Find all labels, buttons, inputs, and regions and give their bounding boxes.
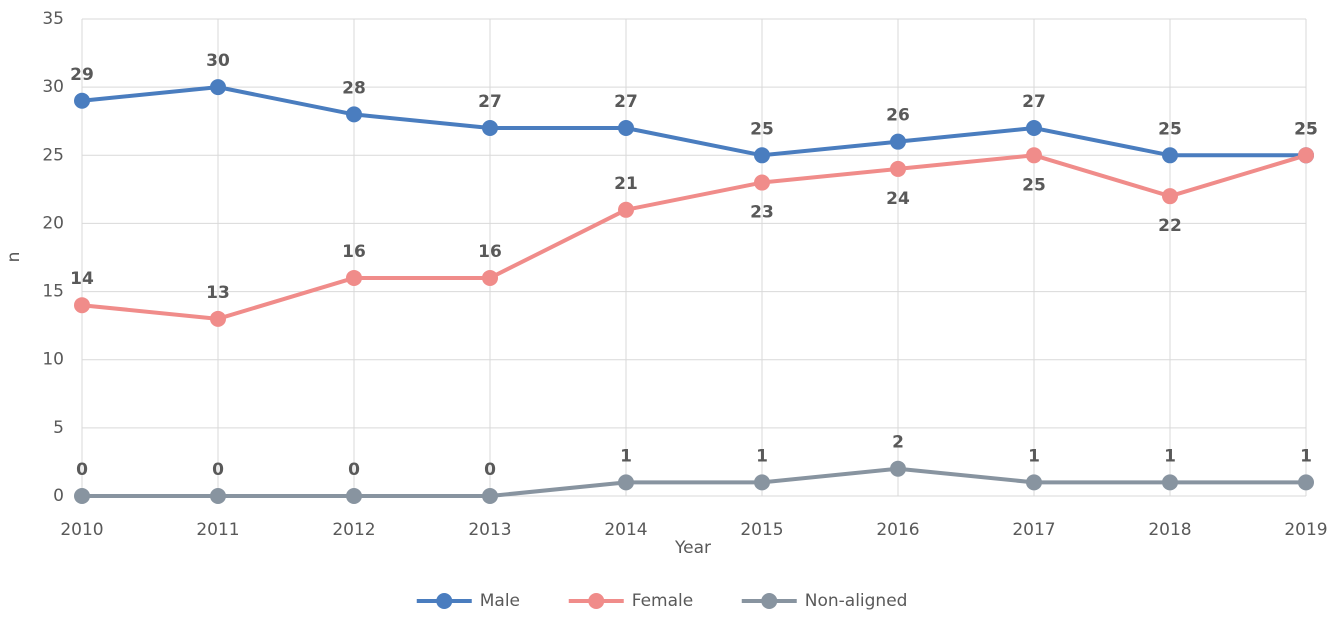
series-point [890,460,906,477]
data-label: 22 [1158,216,1182,236]
x-tick-label: 2010 [60,520,103,540]
y-tick-label: 10 [42,350,64,370]
legend-swatch-marker [588,593,605,609]
data-label: 26 [886,106,910,126]
data-label: 2 [892,433,904,453]
x-tick-label: 2011 [196,520,239,540]
series-point [618,201,634,218]
data-label: 30 [206,51,230,71]
x-tick-label: 2017 [1012,520,1055,540]
series-point [1026,147,1042,164]
legend-swatch-marker [761,593,778,609]
data-label: 25 [750,119,774,139]
y-tick-label: 5 [53,418,64,438]
data-label: 24 [886,189,910,209]
legend-item: Non-aligned [741,591,908,611]
series-point [346,106,362,123]
data-label: 13 [206,283,230,303]
y-tick-label: 30 [42,77,64,97]
data-label: 27 [478,92,502,112]
data-label: 14 [70,269,94,289]
series-point [346,488,362,504]
x-tick-label: 2014 [604,520,647,540]
legend-label: Male [480,591,520,611]
legend-item: Female [568,591,693,611]
x-tick-label: 2015 [740,520,783,540]
series-point [210,488,226,504]
y-tick-label: 25 [42,145,64,165]
data-label: 23 [750,203,774,223]
series-line [81,153,1307,321]
data-label: 25 [1294,119,1318,139]
series-point [482,120,498,137]
y-tick-label: 20 [42,213,64,233]
series-point [1298,147,1314,164]
series-point [754,147,770,164]
data-label: 25 [1022,175,1046,195]
x-axis-label: Year [674,538,711,558]
data-label: 29 [70,65,94,85]
legend-label: Non-aligned [805,591,908,611]
x-tick-label: 2013 [468,520,511,540]
series-point [618,120,634,137]
data-label: 25 [1158,119,1182,139]
series-point [1026,474,1042,491]
legend-swatch-marker [436,593,453,609]
data-label: 1 [756,446,768,466]
y-tick-label: 15 [42,282,64,302]
y-axis-label: n [4,252,24,263]
series-point [890,133,906,150]
series-point [74,92,90,109]
series-point [74,297,90,314]
data-label: 1 [1300,446,1312,466]
series-point [482,488,498,504]
data-label: 25 [1294,119,1318,139]
series-point [1162,474,1178,491]
data-label: 1 [620,446,632,466]
data-label: 0 [76,460,88,480]
series-point [754,174,770,191]
series-point [1298,474,1314,491]
legend-label: Female [632,591,693,611]
series-point [74,488,90,504]
data-label: 0 [212,460,224,480]
series-line [82,466,1306,498]
data-label: 16 [478,242,502,262]
data-label: 0 [484,460,496,480]
series-point [890,160,906,177]
series-point [1162,188,1178,205]
data-label: 1 [1164,446,1176,466]
series-point [482,269,498,286]
x-tick-label: 2018 [1148,520,1191,540]
legend-item: Male [416,591,520,611]
x-tick-label: 2016 [876,520,919,540]
data-label: 27 [1022,92,1046,112]
data-label: 1 [1028,446,1040,466]
series-line [81,85,1306,158]
series-point [346,269,362,286]
series-point [1162,147,1178,164]
data-label: 27 [614,92,638,112]
data-label: 28 [342,78,366,98]
series-point [618,474,634,491]
y-tick-label: 0 [53,486,64,506]
data-label: 21 [614,174,638,194]
x-tick-label: 2019 [1284,520,1327,540]
x-tick-label: 2012 [332,520,375,540]
y-tick-label: 35 [42,9,64,29]
data-label: 16 [342,242,366,262]
series-point [1026,120,1042,137]
series-point [754,474,770,491]
series-point [210,310,226,327]
series-point [210,79,226,96]
data-label: 0 [348,460,360,480]
